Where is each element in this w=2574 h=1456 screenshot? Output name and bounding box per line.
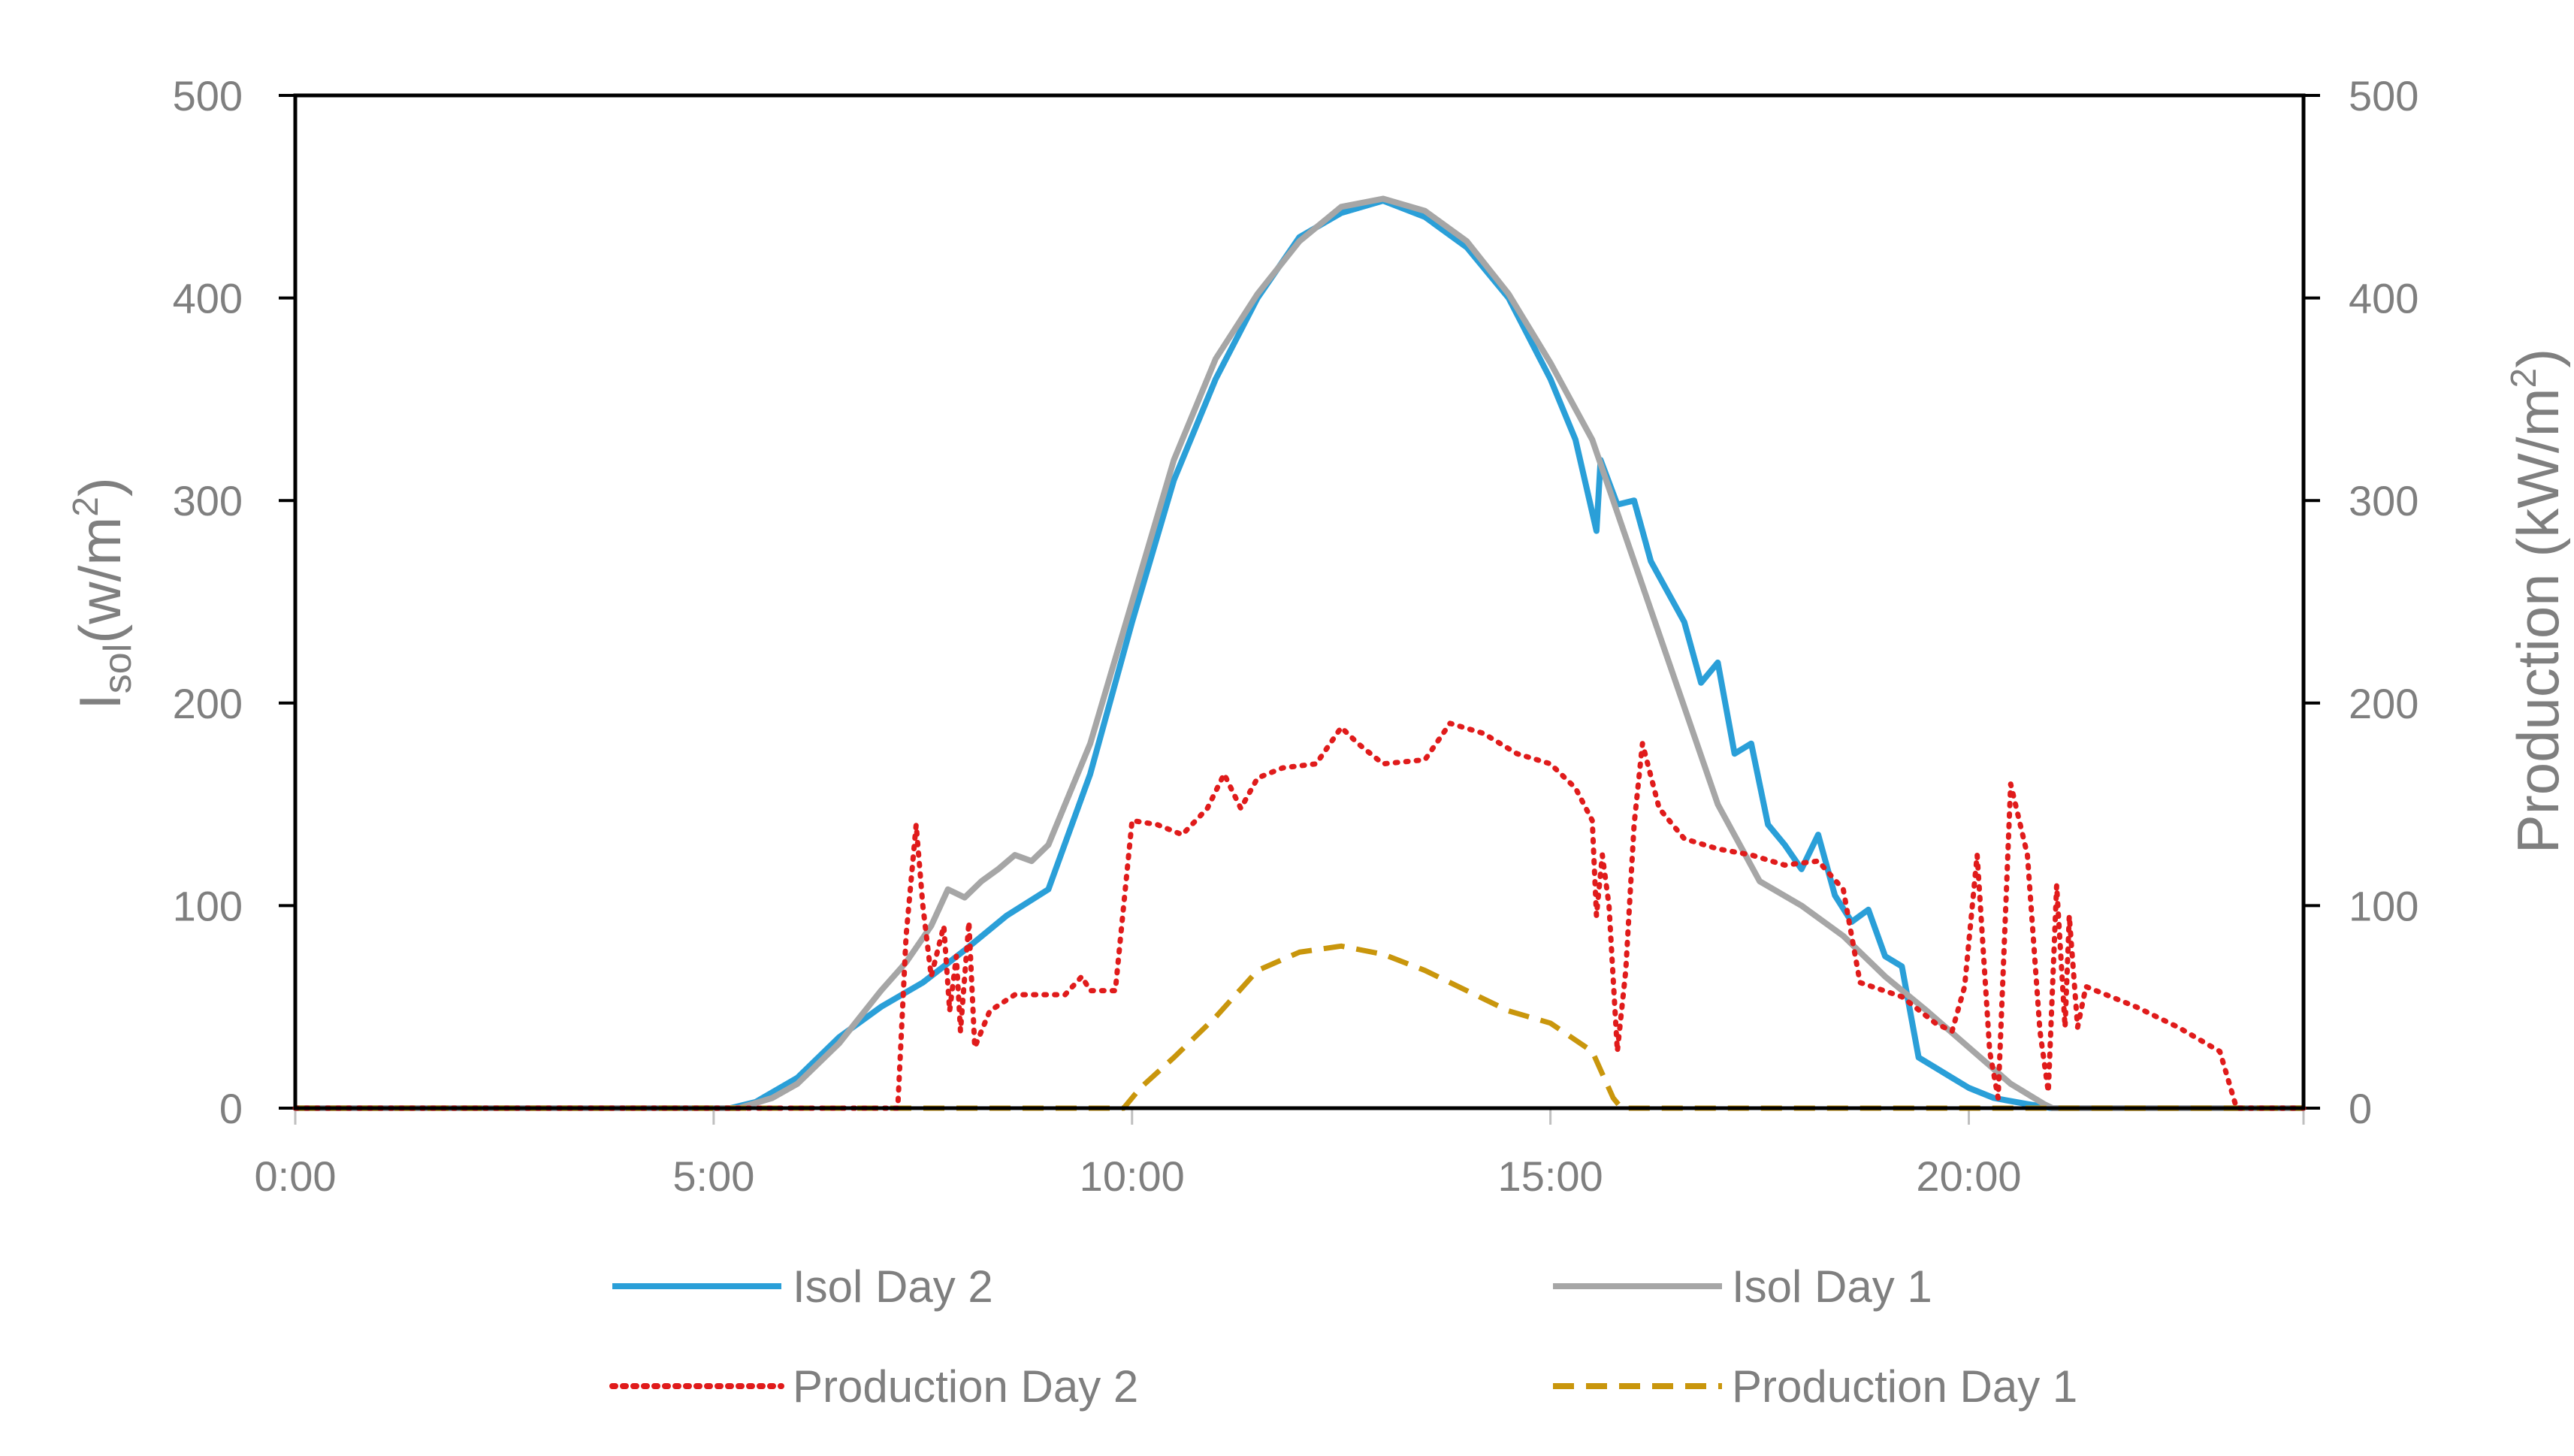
y-left-tick-label: 200: [173, 680, 243, 727]
y-right-tick-label: 400: [2349, 275, 2418, 322]
y-left-tick-label: 100: [173, 882, 243, 929]
legend: Isol Day 2 Isol Day 1 Production Day 2 P…: [609, 1261, 2077, 1412]
y-right-tick-label: 0: [2349, 1085, 2372, 1132]
y-left-tick-label: 300: [173, 477, 243, 524]
y-left-tick-label: 0: [219, 1085, 243, 1132]
x-axis-ticks: 0:00 5:00 10:00 15:00 20:00: [255, 1108, 2305, 1200]
series-line-production-day-2: [292, 720, 2307, 1111]
y-right-tick-label: 500: [2349, 72, 2418, 119]
series-line-isol-day-1: [295, 195, 2304, 1111]
legend-label-isol-day-2: Isol Day 2: [793, 1261, 993, 1312]
series-layer: [292, 195, 2307, 1111]
legend-label-isol-day-1: Isol Day 1: [1732, 1261, 1932, 1312]
x-tick-label: 0:00: [255, 1152, 337, 1200]
y-left-tick-label: 500: [173, 72, 243, 119]
plot-area-frame: [293, 93, 2306, 1110]
y-left-axis-ticks: 0 100 200 300 400 500: [173, 72, 295, 1132]
y-left-axis-title: Isol(w/m2): [66, 477, 140, 710]
y-right-axis-ticks: 0 100 200 300 400 500: [2304, 72, 2418, 1132]
y-right-tick-label: 100: [2349, 882, 2418, 929]
y-right-tick-label: 300: [2349, 477, 2418, 524]
series-line-production-day-1: [295, 943, 2304, 1111]
x-tick-label: 10:00: [1080, 1152, 1185, 1200]
x-tick-label: 5:00: [672, 1152, 754, 1200]
y-right-axis-title: Production (kW/m2): [2504, 349, 2571, 854]
x-tick-label: 15:00: [1498, 1152, 1603, 1200]
x-tick-label: 20:00: [1916, 1152, 2021, 1200]
legend-label-production-day-2: Production Day 2: [793, 1361, 1138, 1412]
legend-item-production-day-2[interactable]: Production Day 2: [609, 1361, 1138, 1412]
y-left-tick-label: 400: [173, 275, 243, 322]
legend-item-isol-day-1[interactable]: Isol Day 1: [1553, 1261, 1932, 1312]
legend-label-production-day-1: Production Day 1: [1732, 1361, 2077, 1412]
y-right-tick-label: 200: [2349, 680, 2418, 727]
legend-item-production-day-1[interactable]: Production Day 1: [1553, 1361, 2077, 1412]
legend-item-isol-day-2[interactable]: Isol Day 2: [612, 1261, 993, 1312]
